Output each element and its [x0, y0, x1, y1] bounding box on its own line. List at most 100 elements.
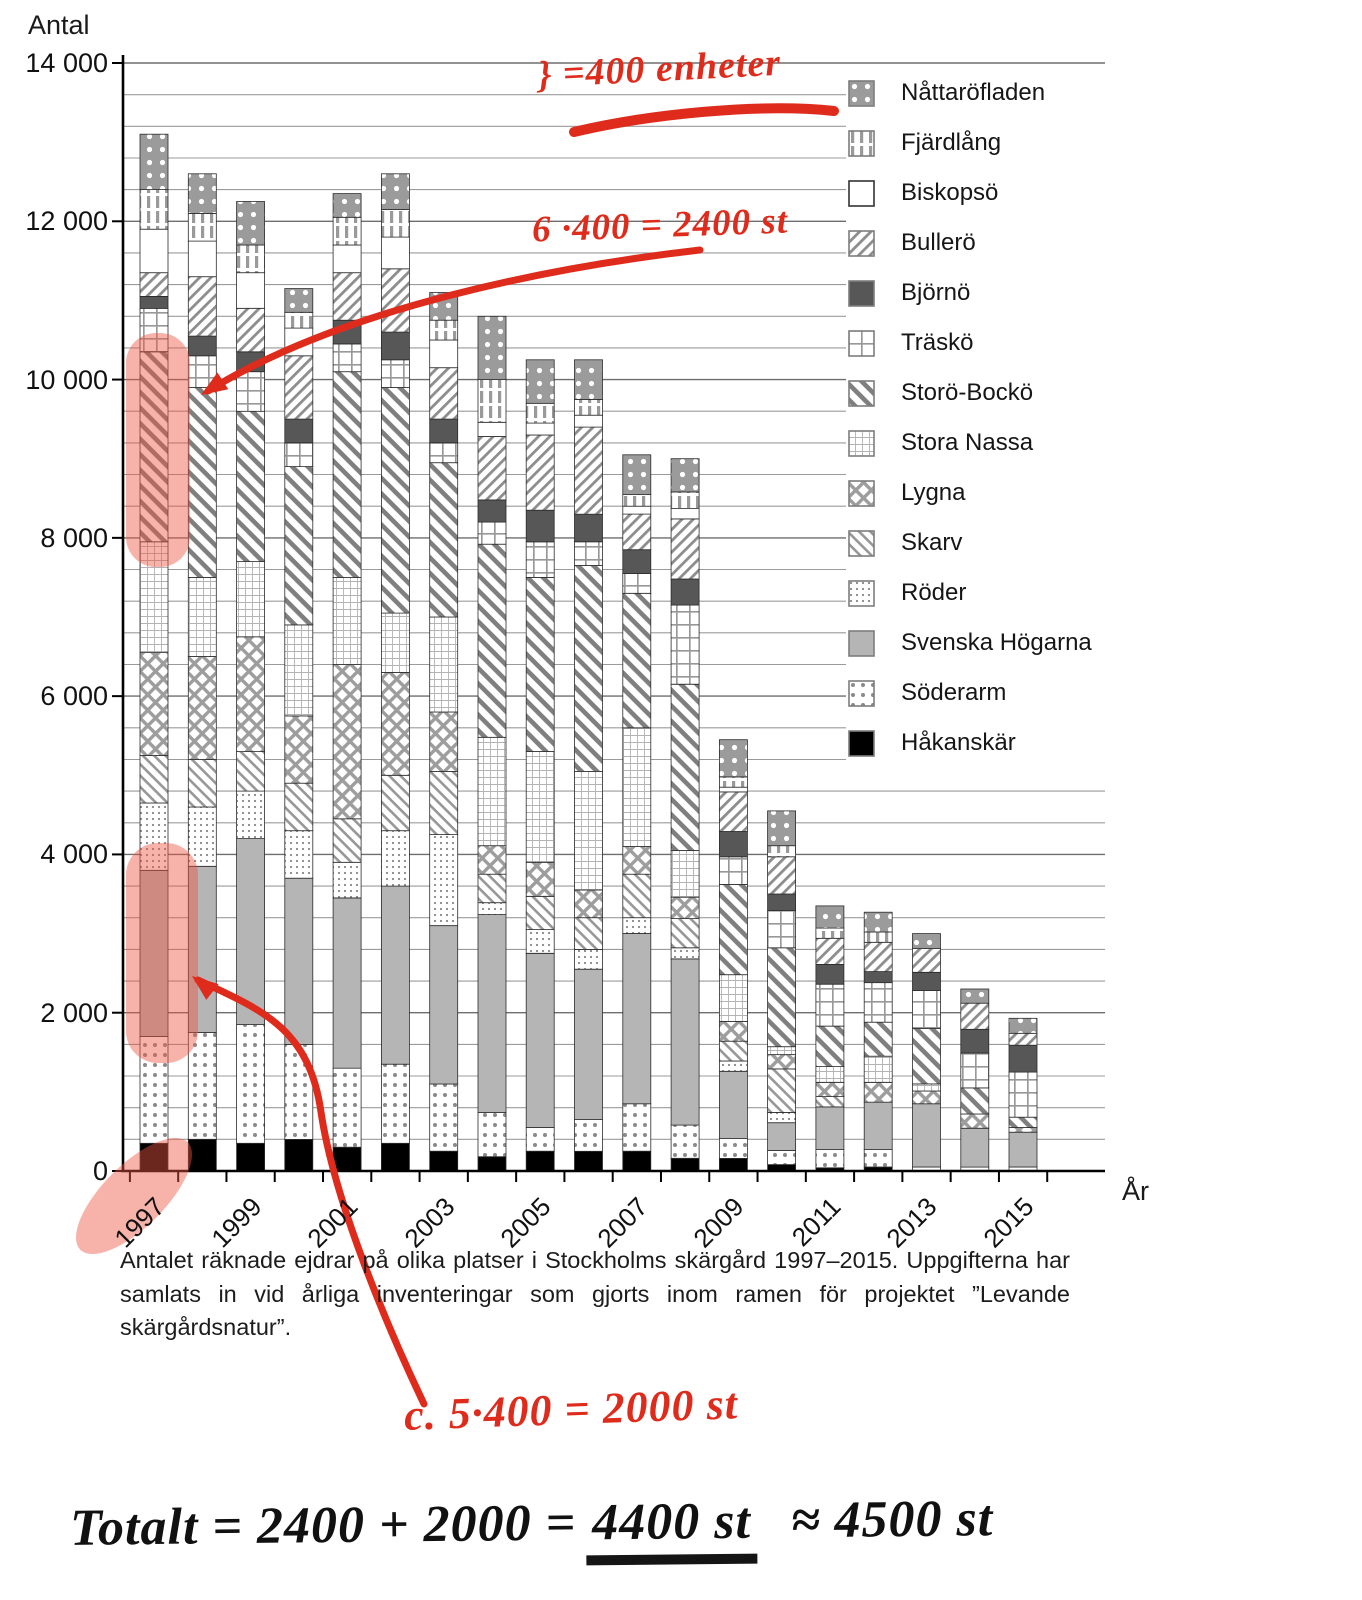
legend-item-Håkanskär[interactable]: Håkanskär	[846, 718, 1152, 768]
segment-1998-Röder[interactable]	[187, 806, 217, 867]
segment-2006-Fjärdlång[interactable]	[574, 398, 603, 416]
segment-2002-Håkanskär[interactable]	[380, 1142, 410, 1172]
legend-item-Svenska Högarna[interactable]: Svenska Högarna	[846, 618, 1152, 668]
segment-2008-Röder[interactable]	[670, 947, 700, 960]
segment-2009-Nåttaröfladen[interactable]	[719, 739, 748, 778]
segment-1999-Storö-Bockö[interactable]	[236, 410, 266, 563]
segment-2000-Nåttaröfladen[interactable]	[284, 288, 314, 313]
segment-1999-Nåttaröfladen[interactable]	[236, 201, 266, 246]
segment-2006-Lygna[interactable]	[574, 889, 603, 919]
segment-2008-Träskö[interactable]	[670, 604, 700, 685]
segment-2005-Storö-Bockö[interactable]	[525, 577, 555, 752]
segment-2009-Röder[interactable]	[719, 1060, 748, 1072]
segment-2009-Björnö[interactable]	[719, 831, 748, 858]
segment-2000-Lygna[interactable]	[284, 715, 314, 784]
segment-1999-Röder[interactable]	[236, 790, 266, 839]
segment-2005-Biskopsö[interactable]	[525, 422, 555, 436]
segment-2003-Träskö[interactable]	[429, 442, 459, 464]
segment-2015-Svenska Högarna[interactable]	[1008, 1131, 1038, 1168]
legend-item-Bullerö[interactable]: Bullerö	[846, 218, 1152, 268]
segment-2006-Svenska Högarna[interactable]	[574, 968, 603, 1121]
segment-2012-Storö-Bockö[interactable]	[863, 1021, 893, 1057]
segment-2000-Storö-Bockö[interactable]	[284, 466, 314, 626]
segment-2007-Bullerö[interactable]	[622, 513, 652, 551]
segment-2007-Röder[interactable]	[622, 917, 652, 934]
segment-1998-Storö-Bockö[interactable]	[187, 387, 217, 578]
segment-2007-Storö-Bockö[interactable]	[622, 592, 652, 729]
segment-2008-Söderarm[interactable]	[670, 1124, 700, 1159]
segment-2003-Biskopsö[interactable]	[429, 339, 459, 369]
segment-2006-Biskopsö[interactable]	[574, 414, 603, 428]
segment-1998-Lygna[interactable]	[187, 656, 217, 760]
segment-2009-Storö-Bockö[interactable]	[719, 884, 748, 976]
segment-2008-Lygna[interactable]	[670, 896, 700, 920]
segment-2001-Röder[interactable]	[332, 861, 362, 899]
bar-2007[interactable]	[622, 454, 652, 1172]
segment-2001-Lygna[interactable]	[332, 664, 362, 820]
segment-2005-Bullerö[interactable]	[525, 434, 555, 511]
segment-2007-Skarv[interactable]	[622, 873, 652, 919]
segment-1997-Storö-Bockö[interactable]	[139, 351, 169, 543]
segment-2004-Storö-Bockö[interactable]	[477, 543, 507, 738]
segment-2010-Söderarm[interactable]	[767, 1150, 796, 1166]
segment-2014-Bullerö[interactable]	[960, 1002, 990, 1030]
segment-2008-Håkanskär[interactable]	[670, 1157, 700, 1172]
segment-1998-Biskopsö[interactable]	[187, 240, 217, 278]
legend-item-Stora Nassa[interactable]: Stora Nassa	[846, 418, 1152, 468]
segment-2000-Stora Nassa[interactable]	[284, 624, 314, 717]
segment-1998-Skarv[interactable]	[187, 759, 217, 808]
segment-1997-Bullerö[interactable]	[139, 272, 169, 297]
segment-2010-Björnö[interactable]	[767, 893, 796, 912]
segment-2006-Storö-Bockö[interactable]	[574, 565, 603, 772]
segment-2012-Bullerö[interactable]	[863, 941, 893, 972]
segment-1999-Svenska Högarna[interactable]	[236, 838, 266, 1025]
segment-2003-Röder[interactable]	[429, 834, 459, 926]
segment-2005-Stora Nassa[interactable]	[525, 751, 555, 863]
segment-2001-Biskopsö[interactable]	[332, 244, 362, 274]
segment-2001-Fjärdlång[interactable]	[332, 216, 362, 246]
segment-1999-Träskö[interactable]	[236, 371, 266, 412]
segment-1997-Björnö[interactable]	[139, 296, 169, 309]
segment-2006-Söderarm[interactable]	[574, 1119, 603, 1152]
segment-2014-Nåttaröfladen[interactable]	[960, 988, 990, 1004]
bar-1997[interactable]	[139, 133, 169, 1172]
segment-1997-Söderarm[interactable]	[139, 1036, 169, 1144]
bar-2012[interactable]	[863, 911, 893, 1172]
segment-2004-Skarv[interactable]	[477, 873, 507, 904]
segment-2006-Nåttaröfladen[interactable]	[574, 359, 603, 400]
segment-2009-Stora Nassa[interactable]	[719, 974, 748, 1022]
segment-2011-Björnö[interactable]	[815, 964, 845, 985]
segment-2012-Söderarm[interactable]	[863, 1149, 893, 1168]
bar-2011[interactable]	[815, 905, 845, 1172]
segment-2014-Storö-Bockö[interactable]	[960, 1087, 990, 1115]
segment-2002-Svenska Högarna[interactable]	[380, 885, 410, 1065]
segment-2011-Storö-Bockö[interactable]	[815, 1025, 845, 1067]
segment-1999-Bullerö[interactable]	[236, 307, 266, 353]
bar-1998[interactable]	[187, 173, 217, 1172]
segment-2004-Håkanskär[interactable]	[477, 1156, 507, 1172]
segment-2002-Storö-Bockö[interactable]	[380, 387, 410, 614]
legend-item-Biskopsö[interactable]: Biskopsö	[846, 168, 1152, 218]
segment-2011-Skarv[interactable]	[815, 1096, 845, 1108]
segment-2011-Söderarm[interactable]	[815, 1149, 845, 1169]
segment-2010-Bullerö[interactable]	[767, 856, 796, 895]
segment-2004-Björnö[interactable]	[477, 499, 507, 523]
segment-2004-Bullerö[interactable]	[477, 436, 507, 501]
segment-2007-Stora Nassa[interactable]	[622, 727, 652, 847]
segment-2000-Träskö[interactable]	[284, 442, 314, 467]
legend-item-Björnö[interactable]: Björnö	[846, 268, 1152, 318]
segment-2010-Storö-Bockö[interactable]	[767, 947, 796, 1048]
segment-2009-Lygna[interactable]	[719, 1021, 748, 1042]
segment-2004-Svenska Högarna[interactable]	[477, 914, 507, 1113]
segment-2008-Bullerö[interactable]	[670, 518, 700, 580]
segment-2013-Stora Nassa[interactable]	[912, 1083, 941, 1092]
legend-item-Fjärdlång[interactable]: Fjärdlång	[846, 118, 1152, 168]
segment-2005-Söderarm[interactable]	[525, 1127, 555, 1152]
segment-2008-Storö-Bockö[interactable]	[670, 683, 700, 851]
segment-2007-Biskopsö[interactable]	[622, 505, 652, 515]
segment-2007-Söderarm[interactable]	[622, 1103, 652, 1152]
bar-2010[interactable]	[767, 810, 796, 1172]
segment-2000-Fjärdlång[interactable]	[284, 311, 314, 329]
segment-2006-Håkanskär[interactable]	[574, 1150, 603, 1172]
segment-2013-Svenska Högarna[interactable]	[912, 1103, 941, 1168]
